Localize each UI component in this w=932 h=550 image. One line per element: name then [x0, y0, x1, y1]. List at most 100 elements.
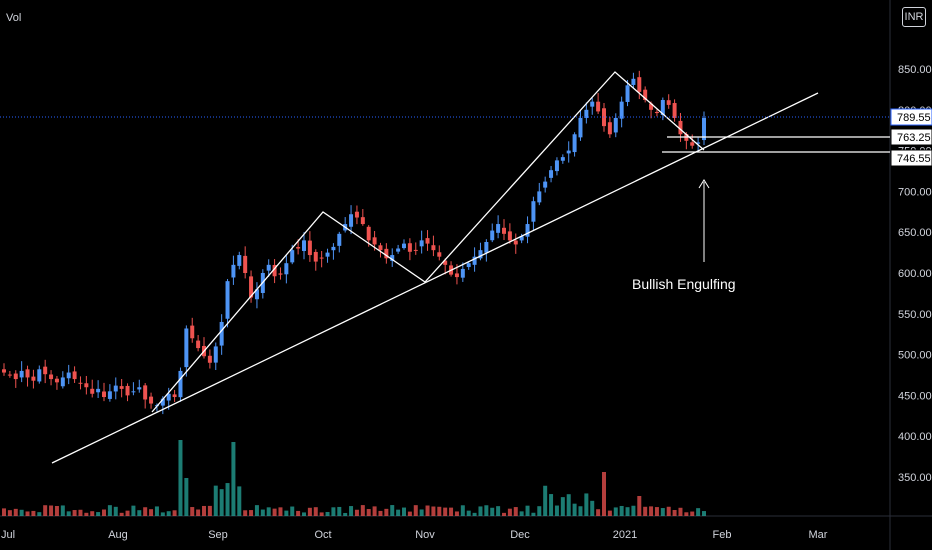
volume-bar [266, 507, 271, 516]
zigzag-pattern-line [151, 71, 705, 413]
candle-body [696, 142, 701, 144]
volume-bar [613, 507, 618, 516]
volume-bar [125, 510, 130, 516]
time-tick-label: Dec [510, 529, 530, 541]
candle-body [31, 376, 36, 381]
volume-bar [143, 507, 148, 516]
price-tick-label: 550.00 [898, 309, 932, 321]
price-tick-label: 600.00 [898, 268, 932, 280]
volume-bar [443, 507, 448, 516]
volume-bar [678, 507, 683, 516]
volume-bar [243, 510, 248, 516]
volume-bar [684, 512, 689, 516]
volume-bar [19, 509, 24, 516]
candle-body [360, 217, 365, 225]
candle-body [537, 191, 542, 203]
volume-bar [590, 500, 595, 516]
candle-body [266, 264, 271, 271]
candle-body [184, 328, 189, 368]
volume-bar [60, 505, 65, 516]
annotation-bullish-engulfing: Bullish Engulfing [632, 276, 736, 292]
indicator-label[interactable]: Vol [6, 12, 22, 24]
volume-bar [513, 507, 518, 516]
candle-body [619, 101, 624, 119]
volume-bar [96, 512, 101, 516]
candle-body [149, 396, 154, 404]
time-tick-label: Jul [1, 529, 15, 541]
candle-body [90, 388, 95, 394]
candle-body [443, 260, 448, 265]
candle-body [7, 374, 12, 376]
volume-bar [119, 512, 124, 516]
volume-bar [354, 509, 359, 516]
volume-bar [543, 485, 548, 516]
volume-bar [531, 512, 536, 516]
price-label-box [890, 108, 932, 126]
volume-bar [102, 509, 106, 516]
price-tick-label: 700.00 [898, 186, 932, 198]
candle-body [660, 100, 665, 116]
price-label-box [890, 149, 932, 167]
volume-bar [54, 505, 59, 516]
volume-bar [284, 510, 289, 516]
volume-bar [654, 507, 659, 516]
volume-bar [107, 505, 112, 516]
candle-body [37, 369, 42, 382]
volume-bar [690, 511, 695, 516]
volume-bar [2, 508, 6, 516]
candle-body [284, 263, 289, 275]
candle-body [102, 391, 106, 398]
volume-bar [378, 510, 383, 516]
candle-body [254, 289, 259, 300]
candle-body [437, 252, 442, 257]
candle-body [472, 256, 477, 265]
time-tick-label: Sep [208, 529, 228, 541]
candle-body [337, 233, 342, 246]
candle-body [349, 214, 354, 227]
candle-body [272, 265, 277, 277]
candle-body [366, 226, 371, 241]
volume-bar [425, 505, 430, 516]
candle-body [113, 385, 118, 392]
volume-bar [231, 442, 236, 516]
candle-body [566, 150, 571, 154]
candle-body [625, 85, 630, 102]
volume-bar [366, 509, 371, 516]
candle-body [354, 211, 359, 218]
volume-bar [554, 505, 559, 516]
volume-bar [25, 511, 30, 516]
candles [2, 70, 706, 415]
candle-body [137, 387, 142, 390]
candle-body [84, 383, 89, 388]
volume-bar [596, 509, 601, 516]
candle-body [2, 369, 6, 373]
volume-bar [7, 510, 12, 516]
candle-body [384, 248, 389, 259]
candle-body [72, 371, 77, 380]
volume-bar [384, 508, 389, 516]
candle-body [19, 370, 24, 378]
candle-body [225, 281, 230, 319]
trend-lines [0, 71, 890, 464]
candle-body [207, 355, 212, 363]
candle-body [231, 264, 236, 278]
volume-bar [413, 505, 418, 516]
volume-bar [607, 510, 612, 516]
time-tick-label: Aug [108, 529, 128, 541]
volume-bar [43, 505, 48, 516]
candle-body [466, 263, 471, 268]
volume-bar [84, 512, 89, 516]
candle-body [425, 238, 430, 244]
candle-body [243, 255, 248, 273]
candle-body [543, 181, 548, 188]
candle-body [578, 117, 583, 138]
volume-bar [37, 512, 42, 516]
candle-body [190, 325, 195, 339]
candle-body [143, 385, 148, 400]
currency-button[interactable]: INR [902, 7, 926, 27]
candle-body [613, 117, 618, 133]
volume-bar [572, 503, 577, 516]
candle-body [702, 117, 706, 141]
candle-body [478, 250, 483, 259]
